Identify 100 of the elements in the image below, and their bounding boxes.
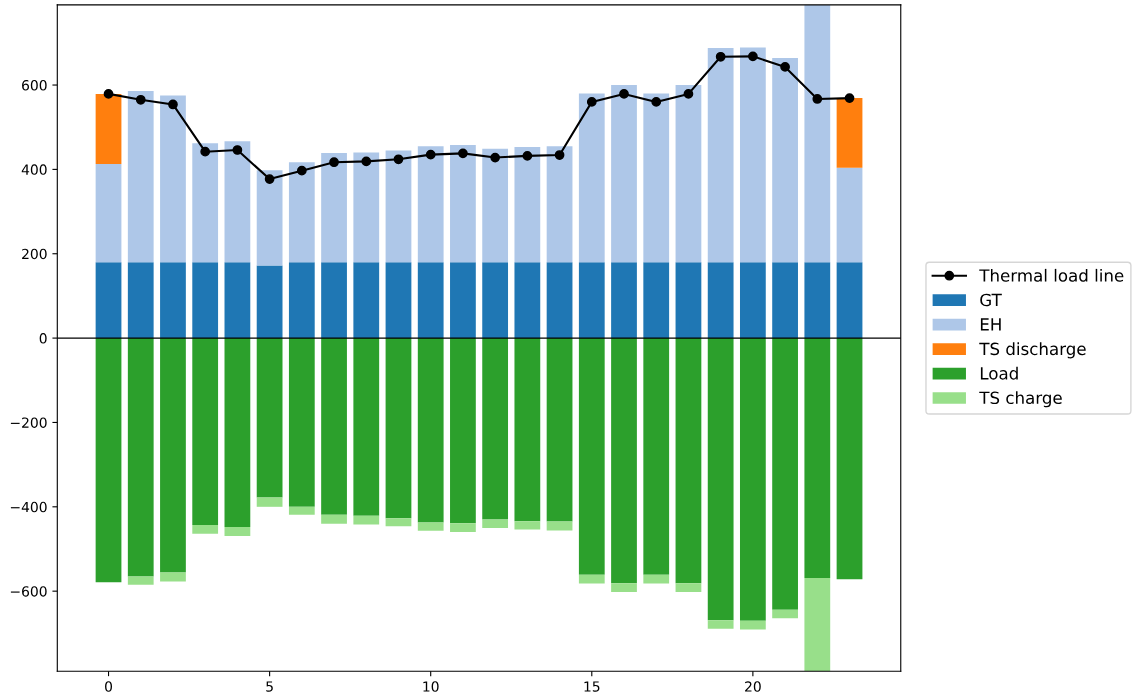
bar	[288, 262, 315, 339]
point	[361, 156, 372, 167]
legend-label: EH	[980, 318, 1001, 331]
bar	[450, 262, 476, 339]
bar	[192, 524, 219, 534]
bar	[836, 262, 863, 339]
point	[296, 165, 307, 176]
bar	[256, 338, 283, 498]
bar	[514, 147, 541, 263]
bar	[482, 262, 509, 339]
bar	[127, 338, 154, 577]
bar	[611, 583, 637, 593]
bar	[578, 93, 605, 263]
bar	[385, 518, 412, 527]
bar	[739, 47, 766, 263]
bar	[450, 338, 476, 524]
bar	[321, 338, 347, 515]
bar	[160, 572, 186, 582]
bar	[675, 262, 702, 339]
bar	[804, 578, 831, 672]
bar	[546, 146, 573, 263]
bar	[804, 338, 831, 579]
bar	[482, 338, 509, 520]
legend-label: Load	[980, 366, 1018, 380]
bar	[482, 519, 509, 528]
point	[490, 152, 500, 163]
bar	[514, 338, 541, 522]
point	[780, 62, 790, 72]
y-tick-label: −200	[10, 417, 47, 428]
bar	[707, 338, 734, 621]
x-tick-label: 15	[584, 681, 600, 692]
bar	[321, 152, 347, 263]
legend-label: TS discharge	[979, 342, 1086, 359]
bar	[417, 262, 444, 339]
legend-label: GT	[980, 293, 1002, 307]
bar	[417, 146, 444, 263]
x-tick-label: 10	[423, 681, 439, 692]
bar	[353, 262, 380, 339]
bar	[772, 338, 798, 610]
bar	[739, 262, 766, 339]
bar	[546, 338, 573, 522]
bar	[385, 262, 412, 339]
bar	[224, 338, 251, 528]
bar	[514, 521, 541, 530]
bar	[643, 338, 670, 575]
point	[748, 51, 758, 62]
point	[651, 97, 662, 107]
bar	[256, 170, 283, 266]
bar	[127, 90, 154, 263]
point	[329, 157, 339, 168]
bar	[192, 143, 219, 263]
bar	[739, 620, 766, 630]
bar	[160, 95, 186, 263]
bar	[288, 506, 315, 515]
bar	[160, 262, 186, 339]
bar	[482, 148, 509, 263]
point	[715, 51, 726, 62]
point	[844, 93, 855, 103]
bar	[836, 167, 863, 263]
bar	[224, 262, 251, 339]
point	[103, 89, 114, 99]
y-tick-label: 200	[22, 248, 47, 260]
x-tick-label: 5	[266, 681, 273, 692]
bar	[192, 262, 219, 339]
point	[232, 145, 243, 155]
bar	[95, 338, 122, 583]
bar	[450, 144, 476, 263]
bar	[611, 338, 637, 584]
y-tick-label: 600	[22, 80, 47, 91]
point	[168, 99, 178, 110]
bar	[772, 58, 798, 263]
bar	[611, 262, 637, 339]
bar	[772, 609, 798, 619]
bar	[450, 523, 476, 533]
bar	[417, 522, 444, 531]
bar	[578, 338, 605, 575]
bar	[578, 262, 605, 339]
bar	[353, 515, 380, 525]
bar	[224, 141, 251, 263]
x-tick-label: 0	[105, 681, 113, 692]
bar	[417, 338, 444, 523]
point	[200, 146, 211, 157]
point	[135, 94, 146, 105]
bar	[224, 527, 251, 536]
point	[683, 89, 694, 99]
point	[554, 150, 565, 160]
bar	[707, 262, 734, 339]
point	[425, 149, 436, 160]
bar	[675, 338, 702, 584]
x-tick-label: 20	[745, 681, 761, 692]
legend-label: Thermal load line	[979, 268, 1124, 282]
legend-label: TS charge	[979, 391, 1062, 408]
bar	[643, 93, 670, 263]
y-tick-label: −600	[10, 586, 47, 597]
bar	[160, 338, 186, 573]
bar	[192, 338, 219, 525]
point	[812, 94, 823, 104]
bar	[353, 152, 380, 263]
bar	[836, 338, 863, 580]
point	[393, 154, 404, 165]
